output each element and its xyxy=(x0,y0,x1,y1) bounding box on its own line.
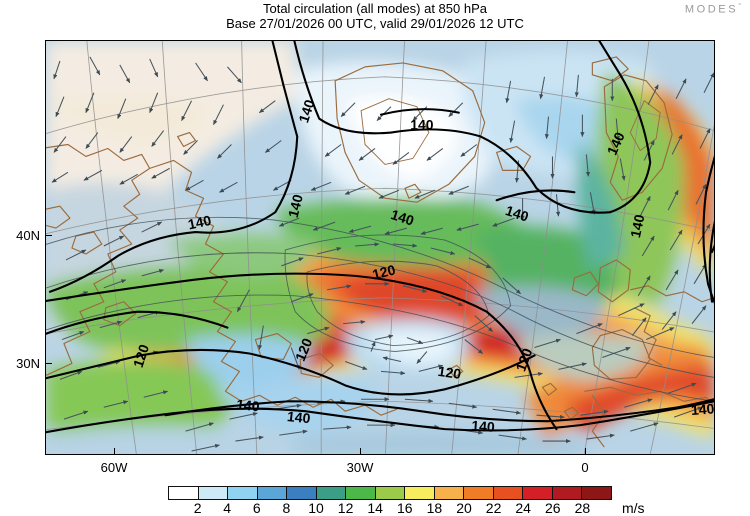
contour-labels: 140 140 140 140 140 140 140 140 140 120 … xyxy=(130,97,714,435)
colorbar-tick-2: 2 xyxy=(193,500,202,516)
colorbar-tick-6: 6 xyxy=(252,500,261,516)
colorbar-tick-4: 4 xyxy=(223,500,232,516)
colorbar-swatch-11 xyxy=(493,487,524,499)
colorbar-swatch-0 xyxy=(169,487,199,499)
colorbar-tick-28: 28 xyxy=(574,500,591,516)
xtick-label-60w: 60W xyxy=(100,460,128,475)
svg-text:140: 140 xyxy=(504,202,531,224)
ytick-label-30n: 30N xyxy=(16,356,40,371)
chart-title-line1: Total circulation (all modes) at 850 hPa xyxy=(262,1,487,16)
contour-lines xyxy=(46,41,714,434)
ytick-mark-30n xyxy=(45,363,52,365)
svg-text:140: 140 xyxy=(186,212,212,233)
colorbar-swatch-8 xyxy=(405,487,435,499)
colorbar-swatch-1 xyxy=(198,487,229,499)
modes-logo: MODES° xyxy=(685,3,741,16)
svg-text:140: 140 xyxy=(286,408,311,426)
ytick-mark-40n xyxy=(45,235,52,237)
colorbar-tick-26: 26 xyxy=(545,500,561,516)
colorbar xyxy=(168,486,612,500)
svg-text:140: 140 xyxy=(471,417,496,435)
colorbar-tick-16: 16 xyxy=(397,500,413,516)
colorbar-swatch-6 xyxy=(346,487,376,499)
colorbar-swatch-14 xyxy=(582,487,611,499)
xtick-label-30w: 30W xyxy=(346,460,374,475)
svg-text:140: 140 xyxy=(389,206,416,228)
colorbar-tick-12: 12 xyxy=(337,500,354,516)
svg-text:120: 120 xyxy=(371,261,398,282)
colorbar-swatch-2 xyxy=(228,487,258,499)
colorbar-swatch-9 xyxy=(434,487,465,499)
colorbar-swatch-7 xyxy=(375,487,406,499)
ytick-label-40n: 40N xyxy=(16,228,40,243)
modes-logo-text: MODES xyxy=(684,3,739,16)
svg-text:120: 120 xyxy=(437,363,463,382)
colorbar-swatch-10 xyxy=(464,487,494,499)
colorbar-units-label: m/s xyxy=(622,500,645,516)
graticule xyxy=(46,41,714,454)
svg-text:140: 140 xyxy=(691,400,714,418)
colorbar-tick-22: 22 xyxy=(485,500,502,516)
modes-logo-superscript: ° xyxy=(738,3,741,10)
colorbar-tick-24: 24 xyxy=(515,500,531,516)
xtick-mark-30w xyxy=(360,448,362,455)
svg-text:140: 140 xyxy=(410,117,434,133)
streamlines xyxy=(46,216,714,402)
map-plot-area: 140 140 140 140 140 140 140 140 140 120 … xyxy=(45,40,715,455)
colorbar-tick-labels: 2 4 6 8 10 12 14 16 18 20 22 24 26 28 xyxy=(168,500,612,516)
colorbar-swatch-13 xyxy=(552,487,583,499)
colorbar-tick-8: 8 xyxy=(282,500,291,516)
xtick-label-0: 0 xyxy=(581,460,589,475)
colorbar-tick-18: 18 xyxy=(426,500,443,516)
colorbar-swatch-3 xyxy=(257,487,288,499)
svg-text:140: 140 xyxy=(627,213,648,239)
xtick-mark-60w xyxy=(114,448,116,455)
colorbar-swatch-5 xyxy=(316,487,347,499)
chart-title: Total circulation (all modes) at 850 hPa… xyxy=(0,1,750,31)
xtick-mark-0 xyxy=(585,448,587,455)
chart-title-line2: Base 27/01/2026 00 UTC, valid 29/01/2026… xyxy=(226,16,524,31)
colorbar-tick-10: 10 xyxy=(308,500,324,516)
colorbar-swatch-12 xyxy=(523,487,553,499)
svg-text:120: 120 xyxy=(130,342,153,369)
colorbar-tick-14: 14 xyxy=(367,500,383,516)
wind-speed-map: 140 140 140 140 140 140 140 140 140 120 … xyxy=(46,41,714,454)
svg-text:120: 120 xyxy=(512,346,535,374)
colorbar-tick-20: 20 xyxy=(456,500,472,516)
svg-text:140: 140 xyxy=(295,97,318,124)
svg-text:140: 140 xyxy=(285,193,306,220)
svg-text:140: 140 xyxy=(236,396,261,414)
colorbar-swatch-4 xyxy=(287,487,317,499)
